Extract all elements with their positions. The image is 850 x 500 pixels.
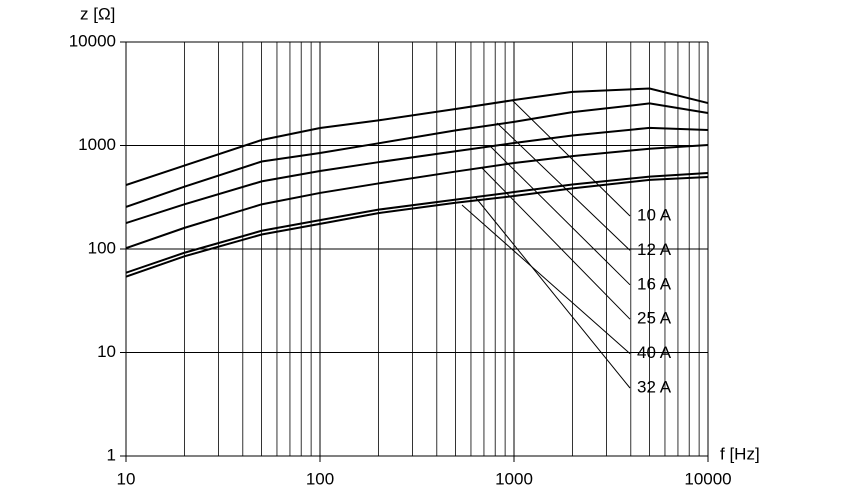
y-tick-label: 10000 bbox=[69, 31, 116, 50]
leader-line bbox=[475, 197, 631, 389]
series-label: 12 A bbox=[637, 240, 672, 259]
series-line bbox=[125, 172, 709, 274]
leader-line bbox=[511, 99, 631, 217]
series-label: 16 A bbox=[637, 274, 672, 293]
leader-line bbox=[489, 145, 631, 286]
series-line bbox=[125, 126, 709, 225]
x-tick-label: 10000 bbox=[684, 469, 731, 488]
series-label: 40 A bbox=[637, 343, 672, 362]
series-label: 10 A bbox=[637, 205, 672, 224]
series-line bbox=[125, 87, 709, 186]
leader-line bbox=[461, 204, 631, 354]
y-tick-label: 10 bbox=[97, 342, 116, 361]
x-tick-label: 10 bbox=[117, 469, 136, 488]
series-line bbox=[125, 102, 709, 208]
y-axis-label: z [Ω] bbox=[80, 4, 115, 23]
x-tick-label: 1000 bbox=[495, 469, 533, 488]
series-label: 25 A bbox=[637, 309, 672, 328]
y-tick-label: 1000 bbox=[78, 135, 116, 154]
x-tick-label: 100 bbox=[306, 469, 334, 488]
y-tick-label: 1 bbox=[107, 445, 116, 464]
series-line bbox=[125, 176, 709, 278]
series-label: 32 A bbox=[637, 377, 672, 396]
leader-line bbox=[496, 122, 631, 251]
x-axis-label: f [Hz] bbox=[720, 444, 760, 463]
series-line bbox=[125, 144, 709, 250]
y-tick-label: 100 bbox=[88, 238, 116, 257]
